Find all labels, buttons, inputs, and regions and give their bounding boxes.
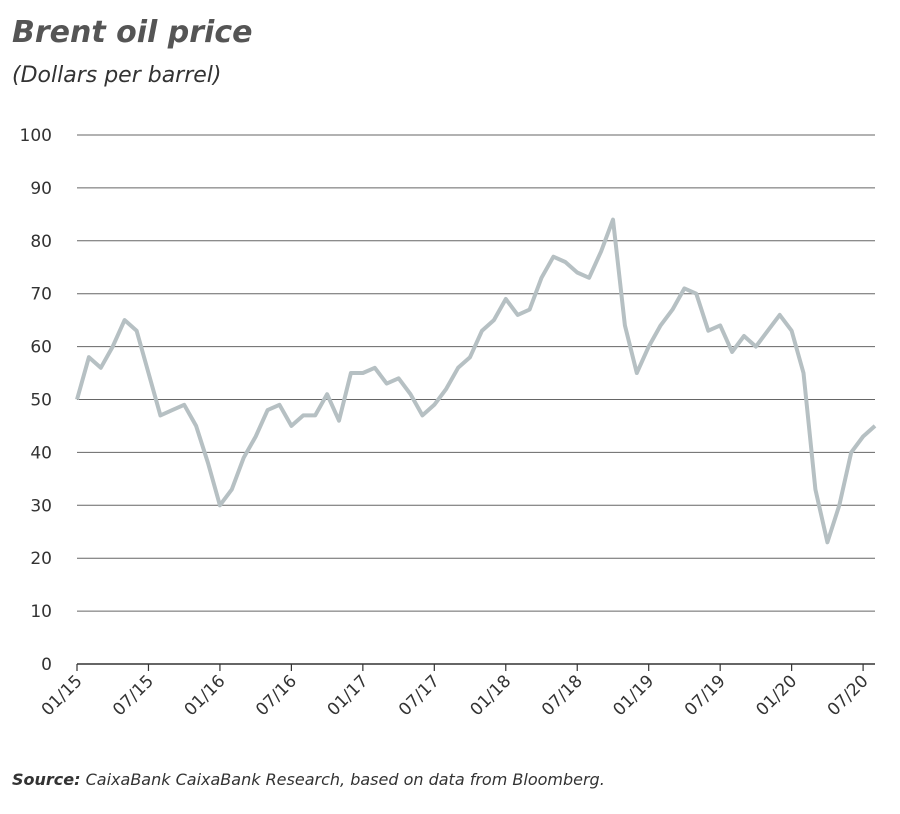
x-tick-label: 01/20 <box>752 671 801 720</box>
y-tick-label: 80 <box>30 232 52 252</box>
chart-title: Brent oil price <box>12 15 252 50</box>
y-tick-label: 100 <box>20 126 52 146</box>
y-tick-label: 70 <box>30 285 52 305</box>
source-label: Source: <box>12 770 81 789</box>
y-tick-label: 10 <box>30 602 52 622</box>
price-line <box>75 217 877 545</box>
y-tick-label: 90 <box>30 179 52 199</box>
y-tick-label: 0 <box>41 655 52 675</box>
x-tick-label: 01/17 <box>324 671 373 720</box>
x-tick-label: 07/18 <box>538 671 587 720</box>
x-tick-label: 01/19 <box>609 671 658 720</box>
x-tick-label: 07/20 <box>824 671 873 720</box>
x-tick-label: 07/19 <box>681 671 730 720</box>
y-tick-label: 50 <box>30 391 52 411</box>
x-tick-label: 07/17 <box>395 671 444 720</box>
y-tick-label: 20 <box>30 549 52 569</box>
y-tick-label: 30 <box>30 496 52 516</box>
x-tick-label: 01/15 <box>38 671 87 720</box>
x-tick-label: 07/16 <box>252 671 301 720</box>
chart-subtitle: (Dollars per barrel) <box>12 63 222 88</box>
x-tick-label: 01/18 <box>467 671 516 720</box>
y-tick-label: 40 <box>30 443 52 463</box>
x-tick-label: 07/15 <box>109 671 158 720</box>
x-tick-label: 01/16 <box>181 671 230 720</box>
source: Source: CaixaBank CaixaBank Research, ba… <box>12 770 605 789</box>
source-text: CaixaBank CaixaBank Research, based on d… <box>86 770 605 789</box>
y-tick-label: 60 <box>30 338 52 358</box>
